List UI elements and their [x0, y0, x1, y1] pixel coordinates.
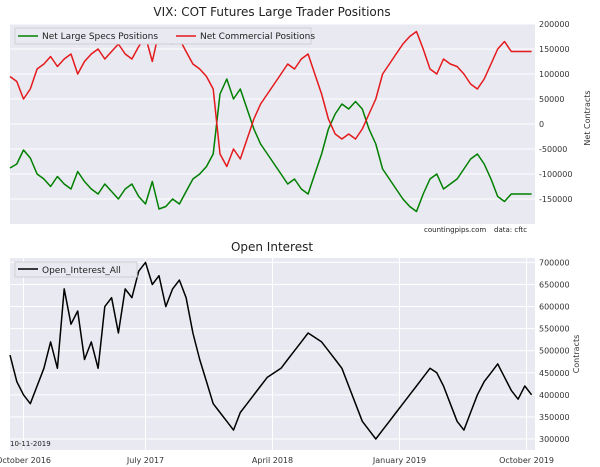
top-y-tick-label: -50000	[539, 145, 567, 154]
bottom-y-tick-label: 300000	[539, 435, 570, 444]
top-y-tick-label: -100000	[539, 170, 572, 179]
legend-label-commercial: Net Commercial Positions	[200, 32, 315, 42]
bottom-x-tick-label: January 2019	[372, 456, 426, 465]
annotation-countingpips: countingpips.com	[424, 226, 486, 234]
top-legend-box	[14, 27, 312, 45]
bottom-y-tick-label: 700000	[539, 258, 570, 267]
date-stamp: 10-11-2019	[10, 440, 51, 448]
bottom-series-line-open-interest-all	[9, 261, 533, 440]
top-chart-title: VIX: COT Futures Large Trader Positions	[153, 5, 390, 19]
bottom-y-tick-label: 600000	[539, 303, 570, 312]
top-series-line-net-commercial-positions	[9, 30, 532, 168]
bottom-y-tick-label: 400000	[539, 391, 570, 400]
bottom-series-group	[9, 261, 533, 440]
top-y-axis-label: Net Contracts	[583, 90, 592, 145]
bottom-legend: Open_Interest_All	[14, 261, 138, 278]
top-y-tick-label: 50000	[539, 95, 564, 104]
bottom-chart-title: Open Interest	[231, 240, 313, 254]
top-legend: Net Large Specs Positions Net Commercial…	[14, 27, 315, 45]
bottom-y-tick-label: 650000	[539, 280, 570, 289]
top-y-tick-label: 150000	[539, 45, 570, 54]
top-series-group	[9, 30, 532, 213]
top-y-ticks: -150000 -100000 -50000 0 50000 100000 150000 20…	[539, 20, 572, 204]
top-y-tick-label: 0	[539, 120, 544, 129]
legend-label-specs: Net Large Specs Positions	[42, 32, 158, 42]
top-y-tick-label: -150000	[539, 195, 572, 204]
bottom-y-tick-label: 450000	[539, 369, 570, 378]
bottom-y-tick-label: 500000	[539, 347, 570, 356]
bottom-grid	[10, 258, 535, 450]
bottom-x-ticks: October 2016 July 2017 April 2018 January 2…	[0, 456, 554, 465]
bottom-y-ticks: 300000 350000 400000 450000 500000 550000 6000…	[539, 258, 570, 444]
annotation-data-source: data: cftc	[494, 226, 527, 234]
bottom-y-axis-label: Contracts	[572, 335, 581, 374]
top-y-tick-label: 100000	[539, 70, 570, 79]
bottom-x-tick-label: October 2019	[499, 456, 554, 465]
legend-label-open-interest: Open_Interest_All	[42, 266, 121, 276]
bottom-legend-box	[14, 261, 138, 278]
bottom-x-tick-label: July 2017	[126, 456, 164, 465]
bottom-y-tick-label: 350000	[539, 413, 570, 422]
bottom-x-tick-label: April 2018	[252, 456, 293, 465]
bottom-x-tick-label: October 2016	[0, 456, 51, 465]
top-grid	[10, 23, 535, 200]
bottom-y-tick-label: 550000	[539, 325, 570, 334]
top-y-tick-label: 200000	[539, 20, 570, 29]
top-series-line-net-large-specs-positions	[9, 78, 532, 213]
